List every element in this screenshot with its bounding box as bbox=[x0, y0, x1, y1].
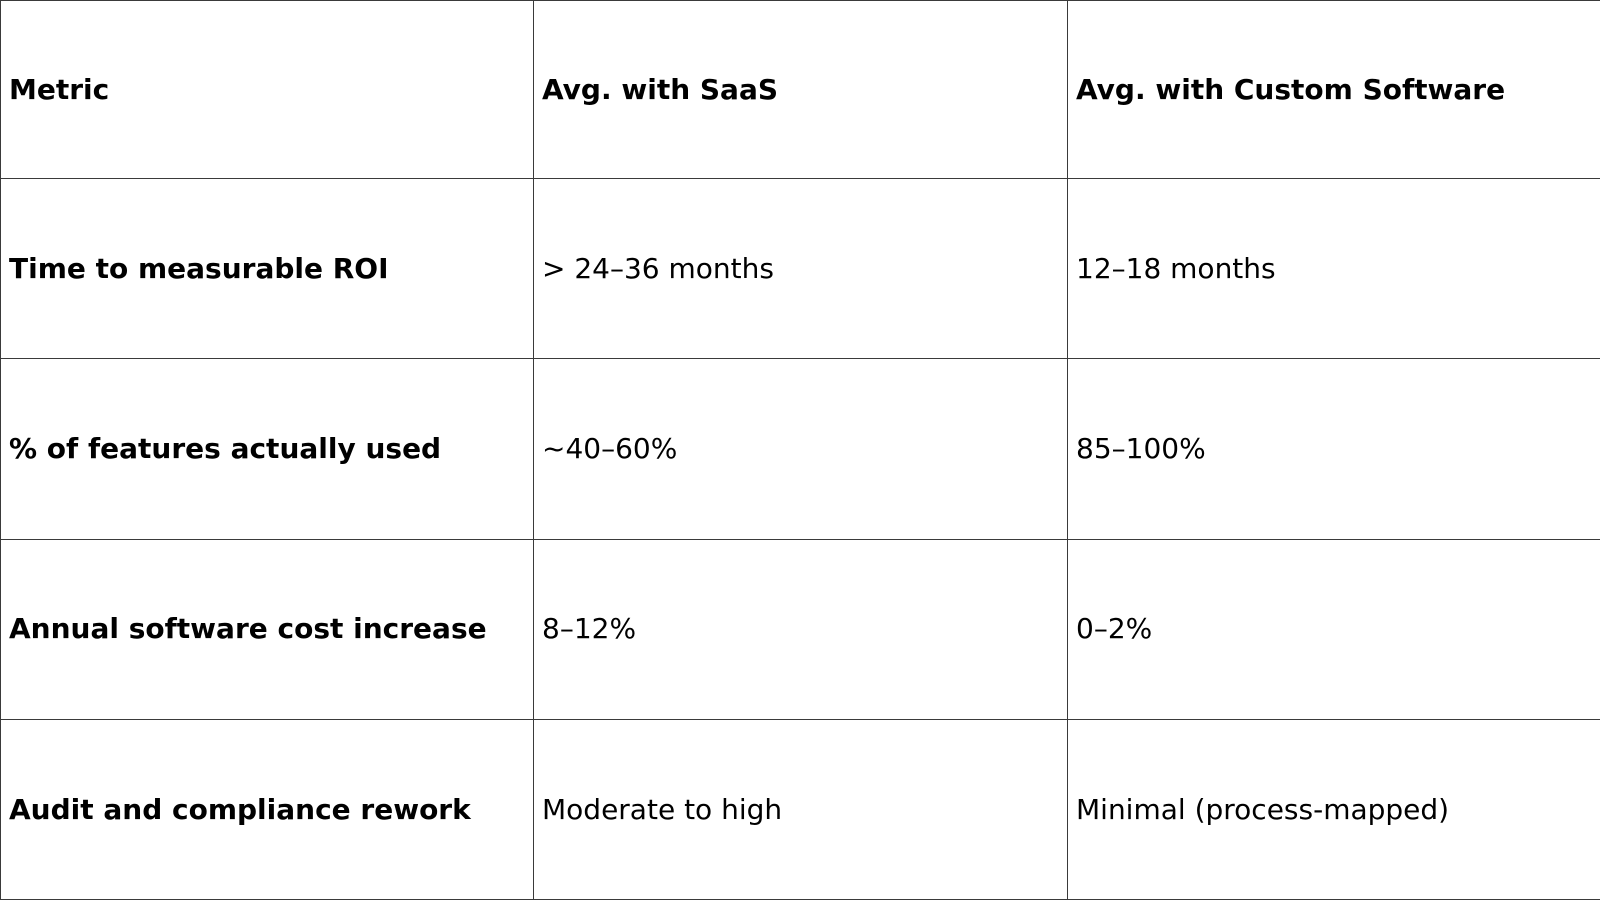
row-metric-label: % of features actually used bbox=[0, 358, 534, 540]
row-saas-value: ~40–60% bbox=[533, 358, 1068, 540]
row-saas-value: > 24–36 months bbox=[533, 177, 1068, 360]
header-saas: Avg. with SaaS bbox=[533, 0, 1068, 179]
row-saas-value: 8–12% bbox=[533, 538, 1068, 720]
table-row: Annual software cost increase 8–12% 0–2% bbox=[0, 538, 1600, 720]
table-header-row: Metric Avg. with SaaS Avg. with Custom S… bbox=[0, 0, 1600, 179]
table-row: % of features actually used ~40–60% 85–1… bbox=[0, 358, 1600, 540]
table-row: Audit and compliance rework Moderate to … bbox=[0, 718, 1600, 900]
row-metric-label: Annual software cost increase bbox=[0, 538, 534, 720]
row-metric-label: Time to measurable ROI bbox=[0, 177, 534, 360]
header-custom-software: Avg. with Custom Software bbox=[1067, 0, 1600, 179]
row-custom-value: 0–2% bbox=[1067, 538, 1600, 720]
row-custom-value: Minimal (process-mapped) bbox=[1067, 718, 1600, 900]
row-custom-value: 12–18 months bbox=[1067, 177, 1600, 360]
row-metric-label: Audit and compliance rework bbox=[0, 718, 534, 900]
row-custom-value: 85–100% bbox=[1067, 358, 1600, 540]
table-row: Time to measurable ROI > 24–36 months 12… bbox=[0, 177, 1600, 360]
header-metric: Metric bbox=[0, 0, 534, 179]
row-saas-value: Moderate to high bbox=[533, 718, 1068, 900]
